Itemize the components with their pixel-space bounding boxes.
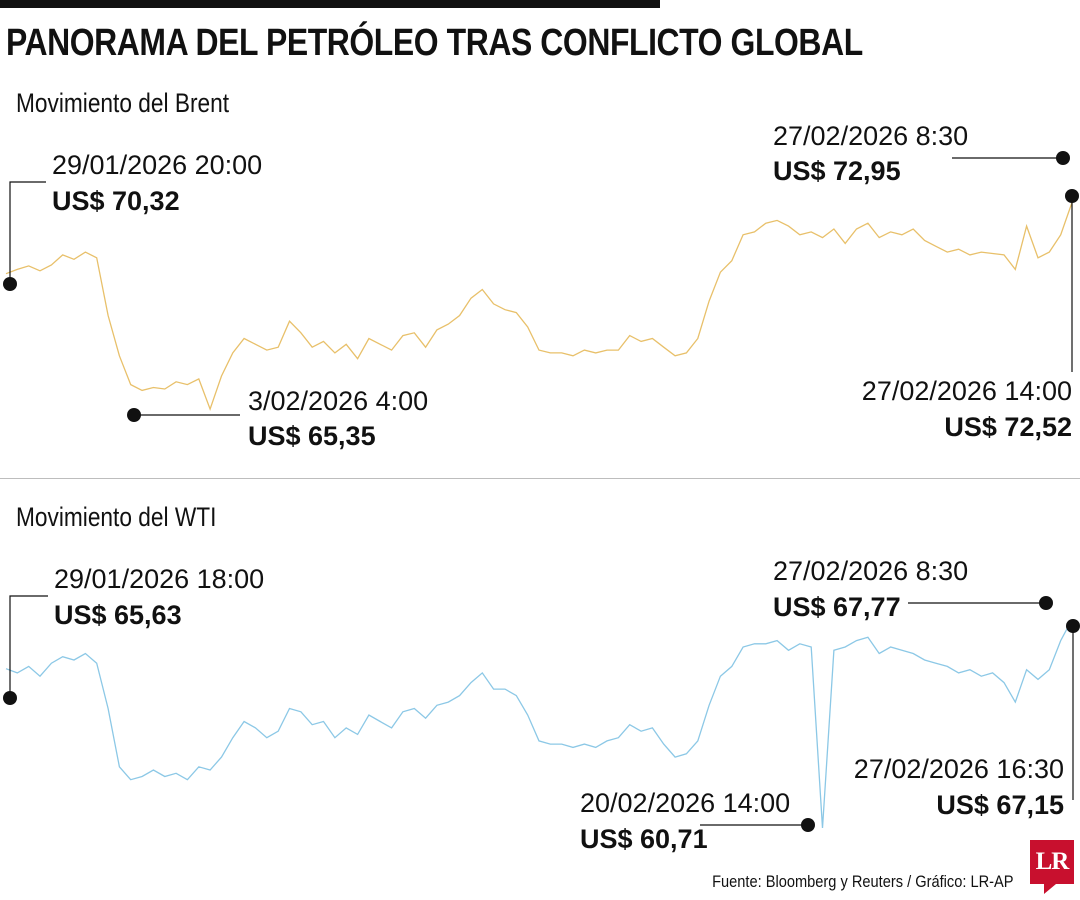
wti-low-date-label: 20/02/2026 14:00 xyxy=(580,788,790,818)
brent-start-marker xyxy=(3,277,17,291)
brent-chart-subtitle: Movimiento del Brent xyxy=(16,88,230,118)
brent-end-value-label: US$ 72,52 xyxy=(944,412,1072,442)
wti-end-marker xyxy=(1066,619,1080,633)
wti-low-marker xyxy=(801,818,815,832)
wti-high-value-label: US$ 67,77 xyxy=(773,592,901,622)
brent-high-date-label: 27/02/2026 8:30 xyxy=(773,121,968,151)
brent-low-date-label: 3/02/2026 4:00 xyxy=(248,386,428,416)
source-credit: Fuente: Bloomberg y Reuters / Gráfico: L… xyxy=(712,872,1014,891)
brent-low-marker xyxy=(127,408,141,422)
wti-annotation-leader xyxy=(9,595,48,698)
wti-chart-subtitle: Movimiento del WTI xyxy=(16,502,217,532)
wti-low-value-label: US$ 60,71 xyxy=(580,824,708,854)
brent-high-marker xyxy=(1056,151,1070,165)
lr-logo: LR xyxy=(1030,840,1074,894)
wti-high-date-label: 27/02/2026 8:30 xyxy=(773,556,968,586)
brent-end-marker xyxy=(1065,189,1079,203)
wti-start-marker xyxy=(3,691,17,705)
brent-chart: 29/01/2026 20:00 US$ 70,32 3/02/2026 4:0… xyxy=(3,121,1079,451)
brent-annotation-leader xyxy=(9,181,46,284)
wti-start-value-label: US$ 65,63 xyxy=(54,600,182,630)
brent-high-value-label: US$ 72,95 xyxy=(773,156,901,186)
brent-series-line xyxy=(5,202,1073,412)
page-title: PANORAMA DEL PETRÓLEO TRAS CONFLICTO GLO… xyxy=(6,22,863,64)
brent-low-value-label: US$ 65,35 xyxy=(248,421,376,451)
wti-start-date-label: 29/01/2026 18:00 xyxy=(54,564,264,594)
wti-series-line xyxy=(5,619,1073,829)
brent-start-value-label: US$ 70,32 xyxy=(52,186,180,216)
section-divider xyxy=(0,478,1080,479)
wti-high-marker xyxy=(1039,596,1053,610)
brent-start-date-label: 29/01/2026 20:00 xyxy=(52,150,262,180)
brent-end-date-label: 27/02/2026 14:00 xyxy=(862,376,1072,406)
wti-end-date-label: 27/02/2026 16:30 xyxy=(854,754,1064,784)
wti-end-value-label: US$ 67,15 xyxy=(936,790,1064,820)
top-rule xyxy=(0,0,660,8)
